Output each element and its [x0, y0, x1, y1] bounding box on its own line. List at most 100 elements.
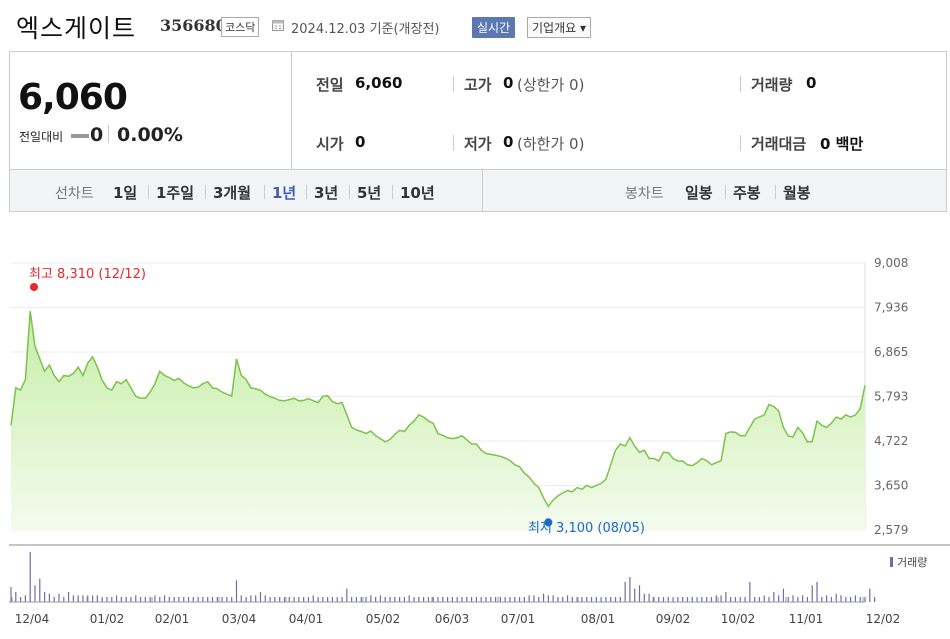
- volume-bar: [749, 582, 751, 602]
- volume-bar: [351, 597, 353, 602]
- volume-bar: [576, 597, 578, 602]
- volume-bar: [456, 597, 458, 602]
- change-label: 전일대비: [19, 130, 64, 144]
- volume-bar: [590, 597, 593, 602]
- volume-bar: [600, 597, 602, 602]
- volume-bar: [797, 597, 799, 602]
- price-area: [11, 311, 865, 530]
- volume-bar: [451, 597, 453, 602]
- volume-bar: [307, 597, 310, 602]
- period-4[interactable]: 1년: [272, 184, 297, 202]
- divider: [453, 135, 454, 151]
- period-2[interactable]: 1주일: [156, 184, 195, 202]
- volume-bar: [120, 597, 122, 602]
- volume-bar: [466, 597, 468, 602]
- volume-bar: [269, 597, 271, 602]
- volume-bar: [566, 595, 569, 602]
- divider: [306, 185, 307, 199]
- market-badge: 코스닥: [221, 17, 260, 37]
- candle-chart-label: 봉차트: [625, 186, 664, 202]
- volume-bar: [538, 597, 540, 602]
- volume-bar: [365, 597, 367, 602]
- volume-bar: [187, 597, 190, 602]
- volume-bar: [355, 597, 358, 602]
- volume-bar: [624, 582, 626, 602]
- volume-bar: [178, 597, 180, 602]
- volume-bar: [341, 597, 343, 602]
- volume-bar: [283, 597, 286, 602]
- y-tick-label: 6,865: [874, 345, 908, 359]
- price-line: [10, 310, 866, 508]
- period-6[interactable]: 5년: [357, 184, 382, 202]
- period-1[interactable]: 1일: [113, 184, 138, 202]
- volume-bar: [427, 597, 430, 602]
- volume-bar: [298, 597, 300, 602]
- volume-bar: [514, 597, 516, 602]
- divider: [740, 76, 741, 92]
- volume-bar: [375, 597, 377, 602]
- volume-bar: [504, 597, 506, 602]
- volume-bar: [490, 597, 492, 602]
- volume-bar: [413, 597, 415, 602]
- candle-period-2[interactable]: 주봉: [733, 184, 761, 202]
- volume-bar: [778, 595, 780, 602]
- x-tick-label: 09/02: [656, 612, 691, 626]
- divider: [148, 185, 149, 199]
- lower-limit: (하한가 0): [517, 135, 585, 153]
- period-5[interactable]: 3년: [314, 184, 339, 202]
- volume-bar: [662, 597, 665, 602]
- divider: [725, 185, 726, 199]
- volume-bar: [125, 597, 127, 602]
- x-tick-label: 02/01: [155, 612, 190, 626]
- volume-bar: [701, 597, 703, 602]
- volume-bar: [542, 593, 545, 602]
- volume-bar: [106, 597, 108, 602]
- y-tick-label: 9,008: [874, 256, 908, 270]
- divider: [482, 170, 483, 211]
- candle-period-1[interactable]: 일봉: [685, 184, 713, 202]
- volume-bar: [734, 597, 737, 602]
- volume-bar: [806, 597, 809, 602]
- period-3[interactable]: 3개월: [213, 184, 252, 202]
- volume-bar: [360, 597, 362, 602]
- price-cell: [10, 52, 292, 169]
- x-tick-label: 10/02: [721, 612, 756, 626]
- volume-bar: [557, 597, 559, 602]
- volume-bar: [686, 597, 689, 602]
- volume-legend-icon: [890, 557, 893, 567]
- x-tick-label: 04/01: [289, 612, 324, 626]
- x-tick-label: 11/01: [789, 612, 824, 626]
- volume-bar: [494, 597, 497, 602]
- volume-bar: [408, 595, 410, 602]
- period-7[interactable]: 10년: [400, 184, 435, 202]
- volume-bar: [312, 595, 314, 602]
- realtime-button[interactable]: 실시간: [472, 17, 516, 38]
- volume-bar: [39, 578, 41, 602]
- divider: [740, 135, 741, 151]
- volume-bar: [864, 597, 866, 602]
- prev-close-label: 전일: [316, 76, 344, 94]
- reference-date: 2024.12.03 기준(개장전): [291, 22, 440, 37]
- volume-bar: [610, 597, 612, 602]
- volume-bar: [782, 588, 785, 602]
- company-overview-dropdown[interactable]: 기업개요 ▾: [527, 17, 591, 38]
- volume-bar: [696, 597, 698, 602]
- volume-bar: [327, 597, 329, 602]
- volume-bar: [562, 597, 564, 602]
- volume-bar: [389, 597, 391, 602]
- volume-bar: [240, 595, 242, 602]
- volume-bars: [10, 552, 876, 602]
- volume-bar: [677, 597, 679, 602]
- volume-bar: [43, 592, 46, 602]
- volume-bar: [202, 597, 204, 602]
- volume-bar: [197, 597, 199, 602]
- divider: [108, 125, 109, 143]
- volume-bar: [48, 593, 50, 602]
- candle-period-3[interactable]: 월봉: [783, 184, 811, 202]
- volume-bar: [658, 597, 660, 602]
- volume-bar: [470, 597, 473, 602]
- volume-bar: [821, 597, 823, 602]
- volume-bar: [111, 597, 113, 602]
- volume-bar: [221, 597, 223, 602]
- volume-bar: [115, 595, 118, 602]
